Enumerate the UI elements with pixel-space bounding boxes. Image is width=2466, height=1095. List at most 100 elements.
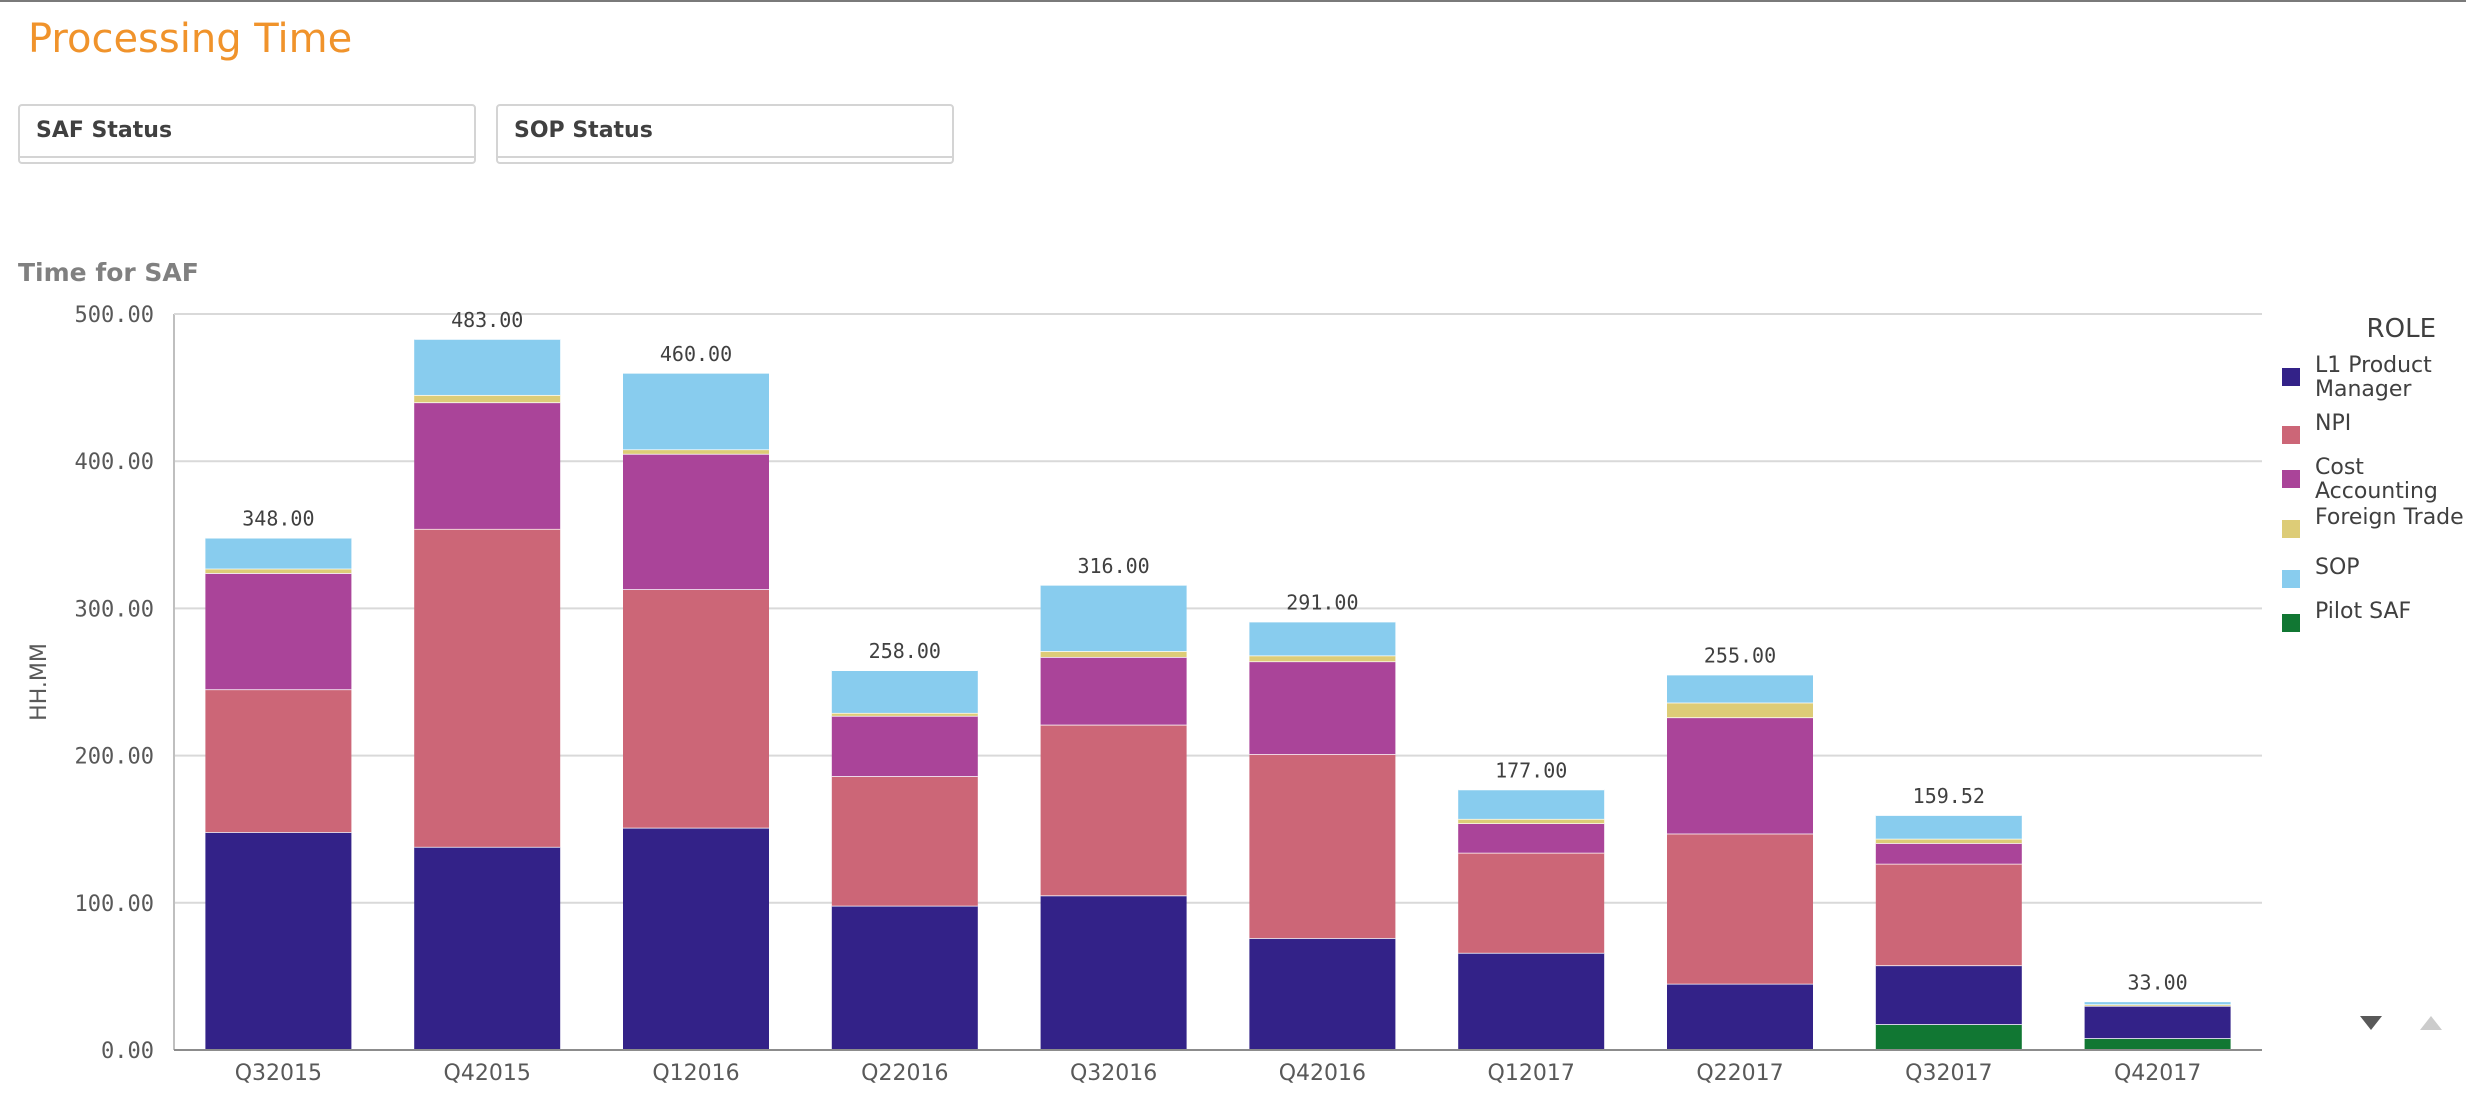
bar-segment[interactable] <box>1458 818 1605 824</box>
bar-segment[interactable] <box>2084 1038 2231 1050</box>
bar-segment[interactable] <box>2084 1005 2231 1039</box>
total-label: 159.52 <box>1913 784 1985 808</box>
bar-segment[interactable] <box>1875 1024 2022 1050</box>
bar-segment[interactable] <box>1249 661 1396 755</box>
y-tick-label: 200.00 <box>75 745 154 770</box>
chart-title: Time for SAF <box>18 258 199 287</box>
bar-segment[interactable] <box>1458 789 1605 819</box>
legend-label: NPI <box>2315 411 2352 436</box>
saf-status-filter-underline <box>20 156 474 158</box>
bar-segment[interactable] <box>1667 983 1813 1050</box>
y-axis-title: HH.MM <box>27 643 52 721</box>
legend-swatch <box>2282 368 2300 386</box>
legend-label: Pilot SAF <box>2315 599 2412 624</box>
bar-segment[interactable] <box>623 827 769 1050</box>
sop-status-filter-underline <box>498 156 952 158</box>
bar-segment[interactable] <box>1875 843 2022 864</box>
bar-segment[interactable] <box>1667 717 1813 834</box>
bar-segment[interactable] <box>1875 965 2022 1025</box>
bar-segment[interactable] <box>831 712 978 716</box>
bar-segment[interactable] <box>414 528 561 847</box>
bar-segment[interactable] <box>1040 724 1187 896</box>
bar-segment[interactable] <box>1667 674 1813 703</box>
x-tick-label: Q42017 <box>2114 1061 2201 1086</box>
y-tick-label: 300.00 <box>75 597 154 622</box>
total-label: 291.00 <box>1286 591 1358 615</box>
saf-status-filter-label: SAF Status <box>36 118 173 143</box>
total-label: 177.00 <box>1495 758 1567 782</box>
sop-status-filter-label: SOP Status <box>514 118 653 143</box>
bar-segment[interactable] <box>623 372 769 450</box>
y-tick-label: 100.00 <box>75 892 154 917</box>
bar-segment[interactable] <box>1249 621 1396 656</box>
x-tick-label: Q32015 <box>235 1061 322 1086</box>
bar-segment[interactable] <box>414 402 561 529</box>
x-tick-label: Q42016 <box>1279 1061 1366 1086</box>
legend-label: L1 Product Manager <box>2315 353 2432 402</box>
legend-label: SOP <box>2315 555 2360 580</box>
bar-segment[interactable] <box>831 715 978 777</box>
x-tick-label: Q22017 <box>1696 1061 1783 1086</box>
bar-segment[interactable] <box>205 832 352 1050</box>
bar-segment[interactable] <box>1249 754 1396 939</box>
top-border <box>0 0 2466 2</box>
legend-swatch <box>2282 520 2300 538</box>
legend-swatch <box>2282 470 2300 488</box>
legend-label: Cost Accounting <box>2315 455 2438 504</box>
x-tick-label: Q42015 <box>444 1061 531 1086</box>
legend-swatch <box>2282 614 2300 632</box>
bar-segment[interactable] <box>1458 952 1605 1050</box>
legend-scroll-down-icon[interactable] <box>2360 1016 2382 1030</box>
bar-segment[interactable] <box>1040 895 1187 1050</box>
legend-swatch <box>2282 570 2300 588</box>
bar-segment[interactable] <box>1249 655 1396 662</box>
bar-segment[interactable] <box>1458 823 1605 853</box>
bar-segment[interactable] <box>831 670 978 713</box>
bar-segment[interactable] <box>1875 863 2022 966</box>
page-title: Processing Time <box>28 16 353 62</box>
chart-axes <box>173 313 2262 1051</box>
bar-segment[interactable] <box>205 689 352 833</box>
legend-scroll-up-icon[interactable] <box>2420 1016 2442 1030</box>
bar-segment[interactable] <box>414 394 561 403</box>
chart-labels: 0.00 100.00 200.00 300.00 400.00 500.00 HH.MM 3… <box>27 303 2201 1086</box>
bar-segment[interactable] <box>1040 584 1187 652</box>
y-tick-label: 0.00 <box>101 1039 154 1064</box>
bar-segment[interactable] <box>623 453 769 590</box>
legend-title: ROLE <box>2366 314 2436 344</box>
bar-segment[interactable] <box>414 846 561 1050</box>
bar-segment[interactable] <box>1667 702 1813 718</box>
x-tick-label: Q12016 <box>652 1061 739 1086</box>
bar-segment[interactable] <box>2084 1001 2231 1005</box>
bar-segment[interactable] <box>205 537 352 569</box>
bar-segment[interactable] <box>831 905 978 1050</box>
bar-segment[interactable] <box>205 573 352 690</box>
total-label: 483.00 <box>451 308 523 332</box>
bar-segment[interactable] <box>1040 651 1187 657</box>
total-label: 460.00 <box>660 342 732 366</box>
bar-segment[interactable] <box>623 449 769 454</box>
saf-status-filter[interactable]: SAF Status <box>18 104 476 164</box>
x-tick-label: Q22016 <box>861 1061 948 1086</box>
bar-segment[interactable] <box>1875 838 2022 844</box>
bar-segment[interactable] <box>1458 852 1605 953</box>
bar-segment[interactable] <box>1875 815 2022 839</box>
total-label: 316.00 <box>1077 554 1149 578</box>
x-tick-label: Q12017 <box>1488 1061 1575 1086</box>
total-label: 33.00 <box>2127 970 2187 994</box>
bar-segment[interactable] <box>414 339 561 395</box>
total-label: 255.00 <box>1704 644 1776 668</box>
bar-segment[interactable] <box>831 776 978 906</box>
y-tick-label: 500.00 <box>75 303 154 328</box>
x-tick-label: Q32017 <box>1905 1061 1992 1086</box>
x-tick-label: Q32016 <box>1070 1061 1157 1086</box>
bar-segment[interactable] <box>1040 656 1187 725</box>
chart-bars <box>205 338 2231 1050</box>
bar-segment[interactable] <box>1667 833 1813 984</box>
bar-segment[interactable] <box>205 568 352 574</box>
bar-segment[interactable] <box>1249 938 1396 1050</box>
sop-status-filter[interactable]: SOP Status <box>496 104 954 164</box>
y-tick-label: 400.00 <box>75 450 154 475</box>
legend-label: Foreign Trade <box>2315 505 2464 530</box>
bar-segment[interactable] <box>623 589 769 828</box>
